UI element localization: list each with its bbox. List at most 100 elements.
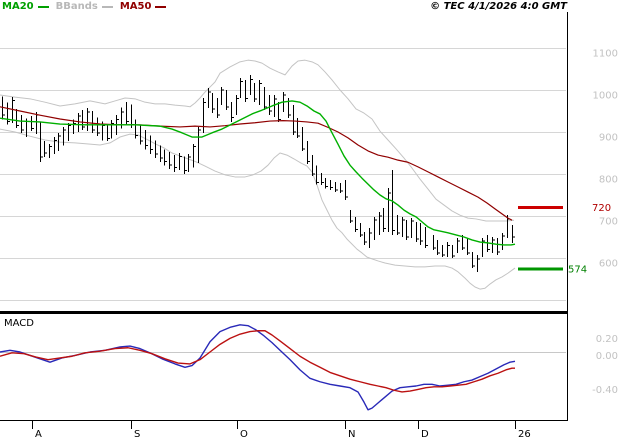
- ohlc-bar: [203, 98, 206, 133]
- ohlc-bar: [212, 92, 215, 114]
- ohlc-bar: [107, 124, 110, 142]
- ma50-line-swatch-icon: [155, 5, 167, 8]
- ohlc-bar: [78, 113, 81, 132]
- ohlc-bar: [193, 143, 196, 168]
- x-axis-ticks: [32, 420, 516, 429]
- ohlc-bars: [2, 74, 515, 272]
- svg-text:1100: 1100: [593, 49, 618, 60]
- ohlc-bar: [58, 132, 61, 151]
- ohlc-bar: [425, 226, 428, 248]
- ohlc-bar: [477, 255, 480, 272]
- resistance-720-label: 720: [592, 203, 611, 214]
- ohlc-bar: [482, 237, 485, 258]
- ohlc-bar: [457, 237, 460, 253]
- ohlc-bar: [169, 152, 172, 169]
- ohlc-bar: [87, 108, 90, 132]
- ohlc-bar: [392, 169, 395, 235]
- ohlc-bar: [160, 145, 163, 163]
- ohlc-bar: [274, 95, 277, 117]
- ohlc-bar: [442, 245, 445, 258]
- legend-label-ma20: MA20: [2, 1, 34, 12]
- month-label: O: [240, 429, 248, 440]
- month-label: S: [134, 429, 140, 440]
- ohlc-bar: [312, 155, 315, 177]
- price-axis-labels: 1100 1000 900 800 700 600: [593, 49, 618, 270]
- macd-line: [0, 324, 516, 411]
- ohlc-bar: [316, 165, 319, 185]
- legend-item-ma20: MA20: [2, 1, 49, 12]
- ohlc-bar: [92, 111, 95, 133]
- ohlc-bar: [467, 237, 470, 256]
- ohlc-bar: [7, 102, 10, 125]
- ohlc-bar: [40, 121, 43, 162]
- ohlc-bar: [402, 216, 405, 237]
- ma20-line: [0, 100, 516, 246]
- ohlc-bar: [502, 232, 505, 250]
- ohlc-bar: [492, 237, 495, 253]
- month-label: D: [421, 429, 429, 440]
- ohlc-bar: [31, 116, 34, 132]
- bollinger-lower-band-line: [0, 128, 516, 290]
- macd-panel-label: MACD: [4, 318, 34, 329]
- ohlc-bar: [321, 173, 324, 185]
- ohlc-bar: [259, 79, 262, 106]
- ohlc-bar: [174, 155, 177, 172]
- ohlc-bar: [397, 215, 400, 235]
- bollinger-upper-band-line: [0, 59, 515, 222]
- ohlc-bar: [155, 140, 158, 158]
- ohlc-bar: [420, 223, 423, 245]
- ohlc-bar: [350, 210, 353, 224]
- copyright-text: © TEC 4/1/2026 4:0 GMT: [430, 1, 567, 12]
- ohlc-bar: [126, 101, 129, 126]
- svg-text:900: 900: [599, 133, 618, 144]
- ohlc-bar: [68, 122, 71, 142]
- ohlc-bar: [198, 127, 201, 164]
- legend-item-bbands: BBands: [56, 1, 113, 12]
- ohlc-bar: [184, 156, 187, 174]
- ohlc-bar: [226, 90, 229, 111]
- ohlc-bar: [236, 95, 239, 116]
- ohlc-bar: [208, 87, 211, 109]
- ohlc-bar: [21, 115, 24, 133]
- ohlc-bar: [452, 245, 455, 258]
- ohlc-bar: [264, 87, 267, 111]
- ohlc-bar: [437, 239, 440, 256]
- svg-text:800: 800: [599, 175, 618, 186]
- ohlc-bar: [340, 182, 343, 193]
- ohlc-bar: [383, 208, 386, 232]
- ohlc-bar: [433, 234, 436, 250]
- svg-text:1000: 1000: [593, 91, 618, 102]
- ohlc-bar: [245, 79, 248, 103]
- ohlc-bar: [369, 228, 372, 248]
- chart-legend: MA20 BBands MA50: [2, 1, 173, 12]
- ohlc-bar: [406, 220, 409, 240]
- ohlc-bar: [221, 87, 224, 106]
- month-label: 26: [518, 429, 531, 440]
- month-label: N: [348, 429, 355, 440]
- ohlc-bar: [188, 153, 191, 172]
- ma50-line: [0, 106, 513, 221]
- ohlc-bar: [411, 218, 414, 238]
- ohlc-bar: [145, 129, 148, 150]
- ohlc-bar: [16, 108, 19, 128]
- legend-item-ma50: MA50: [120, 1, 167, 12]
- ohlc-bar: [278, 102, 281, 122]
- ohlc-bar: [63, 127, 66, 146]
- ohlc-bar: [269, 95, 272, 116]
- ohlc-bar: [254, 82, 257, 103]
- price-gridlines: [0, 48, 566, 301]
- ohlc-bar: [179, 153, 182, 170]
- ohlc-bar: [360, 223, 363, 237]
- bbands-line-swatch-icon: [101, 5, 113, 8]
- ohlc-bar: [54, 137, 57, 154]
- x-axis-labels: A S O N D 26: [35, 429, 531, 440]
- ohlc-bar: [330, 179, 333, 190]
- ohlc-bar: [497, 237, 500, 256]
- panel-frame: [0, 12, 568, 421]
- svg-text:700: 700: [599, 217, 618, 228]
- ohlc-bar: [97, 117, 100, 137]
- ohlc-bar: [231, 102, 234, 122]
- month-label: A: [35, 429, 42, 440]
- ohlc-bar: [374, 216, 377, 240]
- ohlc-bar: [164, 149, 167, 166]
